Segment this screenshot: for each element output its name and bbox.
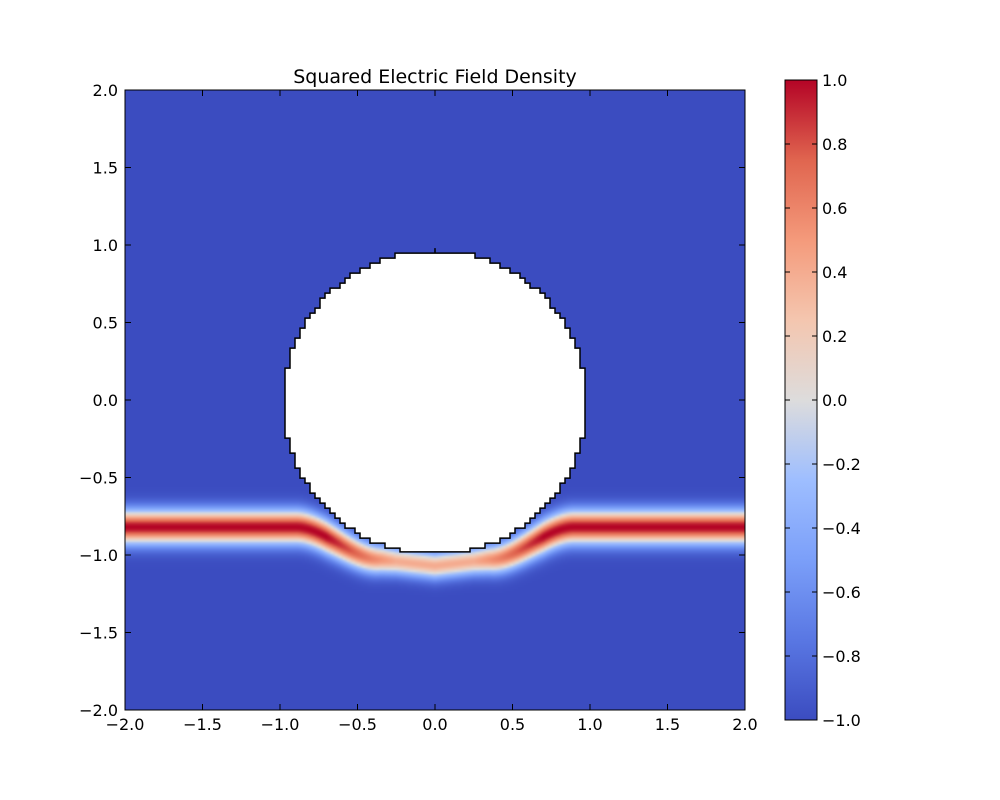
- y-tick-label: 1.0: [93, 236, 118, 255]
- x-tick-label: 0.5: [500, 715, 525, 734]
- colorbar-ticks: 1.0 0.8 0.6 0.4 0.2 0.0 −0.2 −0.4 −0.6 −0.8 −1.0: [785, 71, 861, 730]
- y-tick-label: 0.5: [93, 314, 118, 333]
- x-tick-label: 1.0: [577, 715, 602, 734]
- colorbar-tick-label: −1.0: [822, 711, 861, 730]
- colorbar-tick-label: 0.8: [822, 135, 847, 154]
- colorbar-tick-label: −0.6: [822, 583, 861, 602]
- x-tick-label: −1.0: [261, 715, 300, 734]
- colorbar-tick-label: −0.2: [822, 455, 861, 474]
- x-tick-label: −1.5: [183, 715, 222, 734]
- y-tick-label: −0.5: [79, 469, 118, 488]
- x-tick-label: 1.5: [655, 715, 680, 734]
- x-axis: −2.0 −1.5 −1.0 −0.5 0.0 0.5 1.0 1.5 2.0: [106, 90, 758, 734]
- y-axis: −2.0 −1.5 −1.0 −0.5 0.0 0.5 1.0 1.5 2.0: [79, 81, 745, 720]
- x-tick-label: −2.0: [106, 715, 145, 734]
- colorbar-tick-label: −0.4: [822, 519, 861, 538]
- colorbar-tick-label: 0.0: [822, 391, 847, 410]
- colorbar-gradient: [785, 80, 817, 720]
- x-tick-label: −0.5: [338, 715, 377, 734]
- colorbar-tick-label: 0.4: [822, 263, 847, 282]
- masked-circle-region: [284, 248, 586, 553]
- colorbar-tick-label: 1.0: [822, 71, 847, 90]
- y-tick-label: −2.0: [79, 701, 118, 720]
- colorbar-tick-label: 0.6: [822, 199, 847, 218]
- y-tick-label: 2.0: [93, 81, 118, 100]
- y-tick-label: −1.5: [79, 624, 118, 643]
- x-tick-label: 2.0: [732, 715, 757, 734]
- x-tick-label: 0.0: [422, 715, 447, 734]
- y-tick-label: −1.0: [79, 546, 118, 565]
- chart-title: Squared Electric Field Density: [293, 66, 577, 88]
- colorbar: 1.0 0.8 0.6 0.4 0.2 0.0 −0.2 −0.4 −0.6 −0.8 −1.0: [784, 71, 861, 730]
- heatmap-plot-area: [125, 90, 745, 710]
- y-tick-label: 0.0: [93, 391, 118, 410]
- colorbar-tick-label: 0.2: [822, 327, 847, 346]
- colorbar-tick-label: −0.8: [822, 647, 861, 666]
- y-tick-label: 1.5: [93, 159, 118, 178]
